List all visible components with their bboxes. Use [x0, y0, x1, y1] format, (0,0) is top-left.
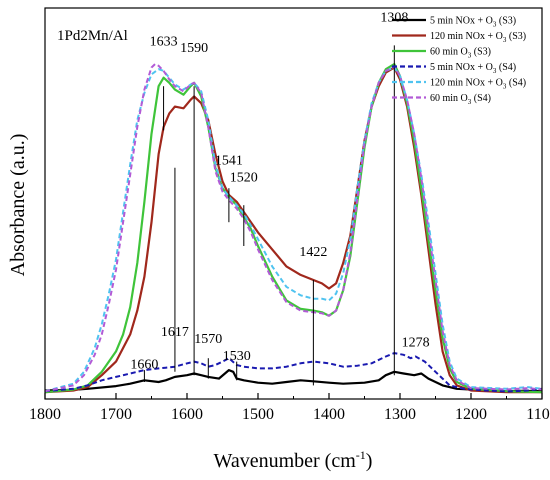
- plot-lines: [44, 62, 543, 394]
- series-line-0: [44, 369, 543, 393]
- x-axis-label: Wavenumber (cm-1): [214, 448, 373, 472]
- peak-label-1308: 1308: [380, 11, 408, 26]
- legend-label-0: 5 min NOx + O3 (S3): [430, 16, 516, 29]
- x-tick-label-1300: 1300: [384, 406, 416, 423]
- peak-label-1590: 1590: [180, 41, 208, 56]
- legend-label-3: 5 min NOx + O3 (S4): [430, 62, 516, 75]
- x-tick-label-1200: 1200: [455, 406, 487, 423]
- x-axis-label-main: Wavenumber (cm: [214, 450, 357, 472]
- legend-label-1: 120 min NOx + O3 (S3): [430, 31, 526, 44]
- legend-label-2: 60 min O3 (S3): [430, 47, 491, 60]
- peak-label-1541: 1541: [215, 153, 243, 168]
- x-axis-label-sup: -1: [356, 448, 366, 462]
- y-axis-label: Absorbance (a.u.): [7, 134, 29, 277]
- x-tick-label-1500: 1500: [242, 406, 274, 423]
- x-tick-label-1700: 1700: [100, 406, 132, 423]
- peak-label-1422: 1422: [299, 245, 327, 260]
- x-tick-label-1100: 1100: [526, 406, 550, 423]
- sample-label: 1Pd2Mn/Al: [57, 28, 128, 44]
- x-axis: 1800 1700 1600 1500 1400 1300 1200 1100: [29, 393, 550, 423]
- legend-label-5: 60 min O3 (S4): [430, 93, 491, 106]
- legend-label-4: 120 min NOx + O3 (S4): [430, 78, 526, 91]
- peak-label-1278: 1278: [402, 335, 430, 350]
- x-axis-label-tail: ): [366, 450, 373, 472]
- x-tick-label-1600: 1600: [171, 406, 203, 423]
- peak-label-1633: 1633: [150, 34, 178, 49]
- peak-label-1617: 1617: [161, 325, 189, 340]
- x-tick-label-1800: 1800: [29, 406, 61, 423]
- series-line-5: [44, 63, 543, 393]
- peak-label-1660: 1660: [130, 357, 158, 372]
- peak-label-1570: 1570: [194, 332, 222, 347]
- series-line-2: [44, 62, 543, 394]
- peak-label-1520: 1520: [230, 170, 258, 185]
- series-line-3: [44, 352, 543, 393]
- peak-label-1530: 1530: [223, 349, 251, 364]
- legend: 5 min NOx + O3 (S3) 120 min NOx + O3 (S3)…: [392, 16, 526, 106]
- x-tick-label-1400: 1400: [313, 406, 345, 423]
